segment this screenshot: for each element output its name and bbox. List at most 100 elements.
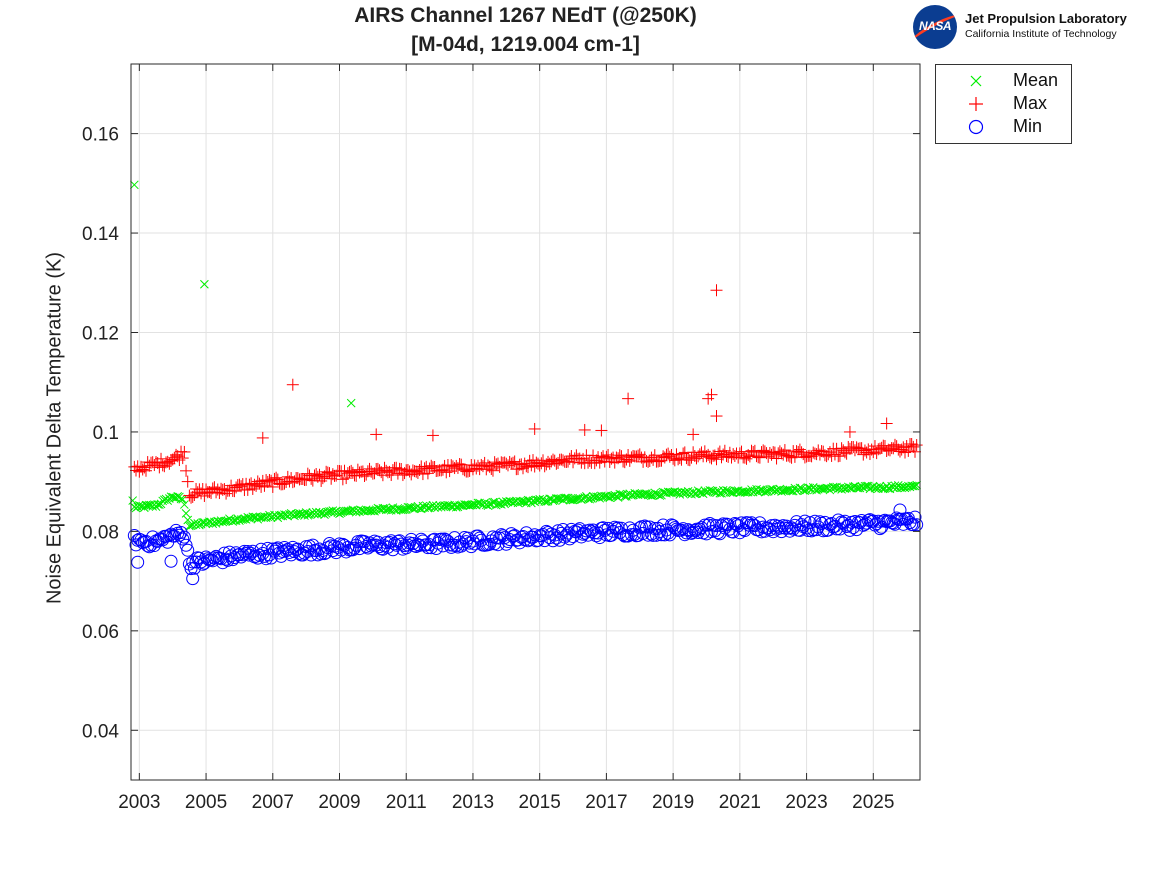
max-point [503,455,516,468]
mean-point [705,485,715,495]
min-point [151,534,165,548]
max-point [618,456,631,469]
max-point [490,458,503,471]
max-point [738,451,751,464]
mean-point [181,509,191,518]
max-point [530,456,543,469]
mean-point [465,501,474,510]
min-point [519,526,533,540]
min-point [259,552,273,566]
min-point [363,536,377,550]
max-point [818,449,831,462]
max-point [325,472,338,485]
max-point [241,483,254,496]
mean-point [820,484,830,494]
max-point [410,465,423,478]
max-point [597,450,610,463]
max-point [677,447,690,460]
max-point [255,480,268,493]
max-point [840,447,853,460]
chart-subtitle: [M-04d, 1219.004 cm-1] [411,33,640,56]
max-point [270,471,283,484]
max-point [288,475,301,488]
max-point [890,440,903,453]
max-point [540,458,553,471]
y-tick-label: 0.06 [82,622,119,643]
max-point [486,464,499,477]
mean-point [600,491,610,501]
max-point [165,454,178,467]
mean-point [248,512,258,522]
max-point [445,459,458,472]
max-point [516,462,529,475]
axes-frame [130,63,921,781]
min-point [798,514,812,528]
max-point [908,445,921,458]
max-point [180,464,193,477]
max-point [612,452,625,465]
max-point [286,378,299,391]
max-point [266,480,279,493]
max-point [358,469,371,482]
max-point [728,449,741,462]
min-point [506,529,520,543]
max-point [353,466,366,479]
max-point [305,472,318,485]
min-point [666,519,680,533]
max-point [775,447,788,460]
min-point [686,525,700,539]
x-tick-label: 2009 [318,792,360,813]
min-point [714,519,728,533]
max-point [778,444,791,457]
min-point [446,538,460,552]
mean-point [568,495,578,505]
max-point [703,451,716,464]
max-point [647,453,660,466]
max-point [555,453,568,466]
max-point [453,458,466,471]
max-point [643,454,656,467]
min-point [167,529,181,543]
max-point [617,455,630,468]
max-point [837,444,850,457]
max-point [170,448,183,461]
max-point [528,422,541,435]
max-point [398,467,411,480]
max-point [770,452,783,465]
mean-point [366,506,376,516]
min-point [186,572,200,586]
mean-point [160,495,169,505]
max-point [161,455,174,468]
max-point [843,425,856,438]
min-point [895,512,909,526]
max-point [622,448,635,461]
mean-point [346,398,356,408]
min-point [384,534,398,548]
mean-point [333,508,343,518]
mean-point [180,500,189,509]
max-point [797,448,810,461]
mean-point [408,504,418,513]
mean-point [218,517,228,527]
mean-point [717,488,726,498]
max-point [336,473,349,486]
min-point [908,510,922,524]
mean-point [178,494,188,504]
max-point [522,461,535,474]
min-point [436,539,450,553]
min-point [164,554,178,568]
max-point [867,446,880,459]
mean-point [852,483,861,493]
mean-point [405,503,414,512]
max-point [228,485,241,498]
max-point [727,448,740,461]
mean-point [176,494,186,504]
max-point [470,462,483,475]
mean-point [845,483,855,493]
max-point [188,488,201,501]
max-point [181,475,194,488]
max-point [712,447,725,460]
max-point [895,443,908,456]
y-tick-label: 0.16 [82,125,119,146]
